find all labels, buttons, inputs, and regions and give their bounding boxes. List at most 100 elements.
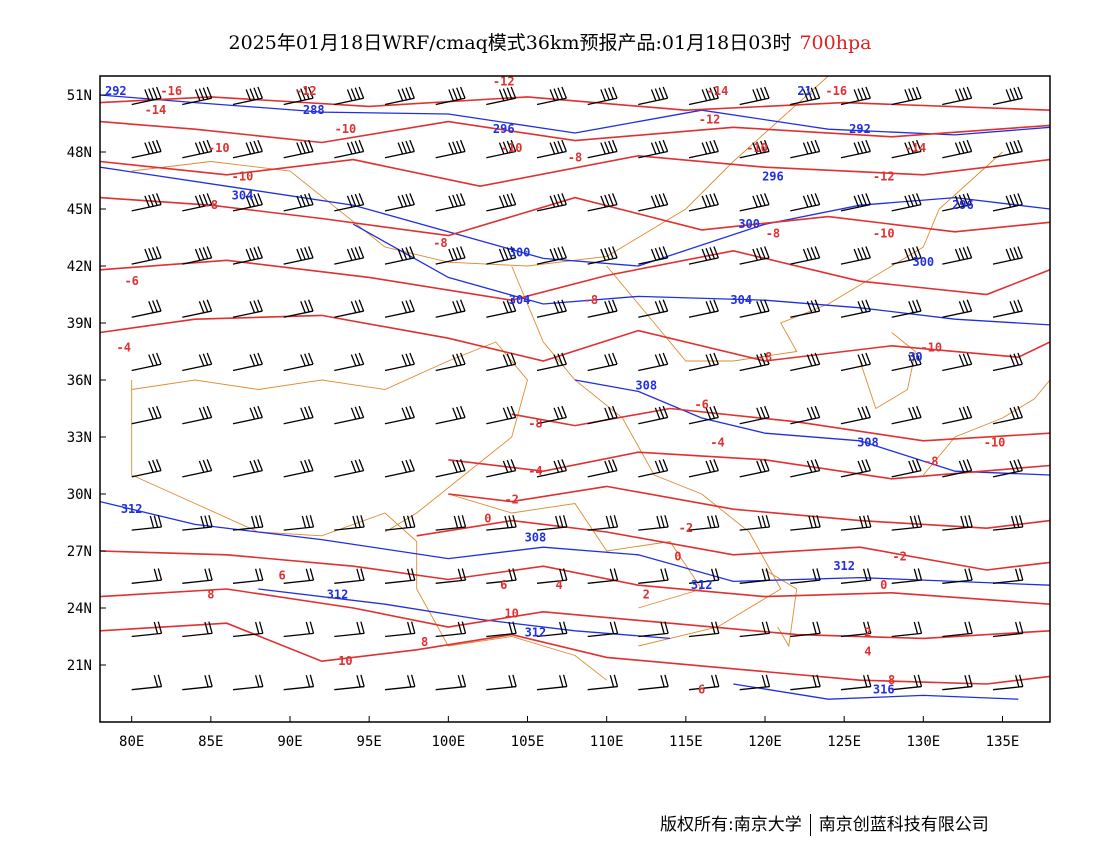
wind-barb	[131, 405, 162, 425]
wind-barb	[435, 405, 466, 425]
wind-barb	[942, 86, 973, 106]
wind-barb	[840, 246, 871, 265]
wind-barb	[486, 352, 517, 372]
height-label: 300	[738, 217, 760, 231]
wind-barb	[840, 139, 871, 159]
wind-barb	[334, 299, 365, 318]
isotherm-label: 4	[556, 578, 563, 592]
isotherm-label: -10	[984, 436, 1006, 450]
wind-barb	[131, 459, 162, 478]
wind-barb	[435, 568, 467, 584]
isotherm-label: 6	[278, 569, 285, 583]
isotherm-label: 0	[880, 578, 887, 592]
lat-tick-label: 39N	[67, 316, 92, 332]
wind-barb	[790, 515, 821, 531]
wind-barb	[232, 86, 263, 106]
lat-tick-label: 45N	[67, 202, 92, 218]
wind-barb	[587, 515, 619, 531]
isotherm-label: -12	[699, 113, 721, 127]
wind-barb	[283, 246, 314, 265]
wind-barb	[536, 246, 567, 265]
wind-barbs	[131, 86, 1024, 691]
wind-barb	[283, 568, 315, 584]
wind-barb	[131, 299, 162, 318]
height-label: 316	[873, 683, 895, 697]
wind-barb	[840, 86, 871, 106]
wind-barb	[840, 299, 871, 318]
lat-tick-label: 27N	[67, 544, 92, 560]
lon-tick-label: 130E	[906, 734, 940, 750]
isotherm	[448, 451, 1050, 480]
wind-barb	[790, 621, 821, 638]
wind-barb	[942, 674, 973, 691]
isotherm-label: -14	[145, 103, 167, 117]
wind-barb	[232, 674, 264, 691]
height-label: 312	[833, 559, 855, 573]
lon-tick-label: 115E	[669, 734, 703, 750]
height-label: 308	[635, 379, 657, 393]
isotherm-label: -4	[528, 464, 542, 478]
height-contour	[352, 223, 1050, 326]
boundary-line	[859, 332, 916, 410]
isotherm-label: 6	[698, 683, 705, 697]
wind-barb	[232, 459, 263, 478]
lat-tick-label: 36N	[67, 373, 92, 389]
wind-barb	[638, 674, 669, 691]
lat-tick-label: 48N	[67, 145, 92, 161]
wind-barb	[840, 674, 872, 691]
credit-separator	[809, 814, 811, 836]
plot-frame	[99, 75, 1051, 723]
height-label: 304	[730, 293, 752, 307]
wind-barb	[384, 139, 415, 159]
isotherm	[100, 314, 1050, 362]
wind-barb	[992, 568, 1024, 584]
wind-barb	[536, 515, 568, 531]
wind-barb	[384, 86, 415, 106]
wind-barb	[384, 621, 416, 638]
wind-barb	[790, 674, 821, 691]
wind-barb	[942, 515, 973, 531]
wind-barb	[182, 621, 213, 638]
wind-barb	[992, 86, 1023, 106]
isotherm-label: -12	[493, 75, 515, 89]
wind-barb	[435, 299, 466, 318]
wind-barb	[638, 352, 669, 372]
lat-tick-label: 33N	[67, 430, 92, 446]
height-label: 21	[797, 84, 811, 98]
lon-tick-label: 100E	[431, 734, 465, 750]
height-contour	[574, 379, 1050, 476]
lon-tick-label: 85E	[198, 734, 223, 750]
isotherm-label: -10	[746, 141, 768, 155]
isotherm	[100, 154, 1050, 188]
wind-barb	[283, 405, 314, 425]
lon-tick-label: 135E	[986, 734, 1020, 750]
isotherm-label: 8	[207, 588, 214, 602]
wind-barb	[131, 352, 162, 372]
wind-barb	[942, 299, 973, 318]
isotherm-label: -8	[568, 151, 582, 165]
isotherm-label: -2	[892, 550, 906, 564]
wind-barb	[891, 299, 922, 318]
wind-barb	[486, 193, 517, 212]
wind-barb	[536, 139, 567, 159]
isotherm-label: 2	[643, 588, 650, 602]
height-label: 312	[121, 502, 143, 516]
isotherm-label: -6	[694, 398, 708, 412]
wind-barb	[688, 405, 719, 425]
wind-barb	[942, 621, 973, 638]
isotherm-label: -2	[679, 521, 693, 535]
wind-barb	[182, 352, 213, 372]
wind-barb	[384, 515, 416, 531]
isotherm-label: -8	[924, 455, 938, 469]
height-label: 292	[849, 122, 871, 136]
isotherm-label: -10	[873, 227, 895, 241]
wind-barb	[182, 568, 213, 584]
wind-barb	[739, 139, 770, 159]
credit-right: 南京创蓝科技有限公司	[818, 815, 989, 835]
wind-barb	[638, 246, 669, 265]
wind-barb	[486, 674, 517, 691]
boundary-line	[131, 76, 829, 267]
isotherm-label: -6	[124, 274, 138, 288]
wind-barb	[688, 352, 719, 372]
wind-barb	[587, 405, 618, 425]
